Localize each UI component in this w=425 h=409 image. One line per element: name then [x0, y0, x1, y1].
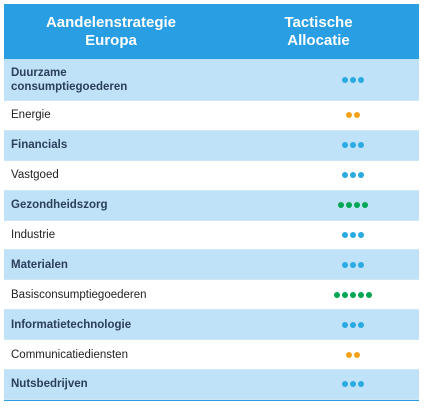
allocation-dot-green — [338, 202, 344, 209]
sector-label-line1: Materialen — [11, 258, 68, 271]
sector-label-line1: Energie — [11, 109, 51, 122]
table-row: Materialen — [4, 250, 419, 281]
sector-label-line1: Industrie — [11, 229, 56, 241]
allocation-dots — [259, 202, 419, 209]
allocation-dot-blue — [358, 172, 364, 179]
allocation-dot-green — [358, 291, 364, 298]
allocation-dot-blue — [342, 321, 348, 328]
allocation-dots — [259, 381, 419, 388]
allocation-dot-blue — [342, 261, 348, 268]
sector-label-line1: Gezondheidszorg — [11, 199, 108, 212]
allocation-dots — [259, 291, 419, 298]
allocation-dot-green — [346, 202, 352, 209]
table-row: Industrie — [4, 220, 419, 251]
sector-label-line1: Nutsbedrijven — [11, 378, 88, 391]
sector-label: Financials — [4, 138, 259, 152]
allocation-dot-blue — [358, 381, 364, 388]
header-strategy-line1: Aandelenstrategie — [45, 13, 177, 31]
allocation-dot-blue — [350, 172, 356, 179]
allocation-dot-blue — [358, 76, 364, 83]
allocation-dot-orange — [346, 112, 352, 119]
allocation-table: Aandelenstrategie Europa Tactische Alloc… — [4, 4, 419, 401]
table-row: Vastgoed — [4, 160, 419, 191]
sector-label-line1: Vastgoed — [11, 169, 59, 182]
sector-label: Materialen — [4, 258, 259, 272]
table-row: Gezondheidszorg — [4, 190, 419, 221]
table-row: Financials — [4, 130, 419, 161]
allocation-dots — [259, 351, 419, 358]
table-body: Duurzame consumptiegoederen Energie Financi… — [4, 59, 419, 400]
table-row: Informatietechnologie — [4, 310, 419, 341]
allocation-dot-blue — [358, 261, 364, 268]
allocation-dot-blue — [350, 76, 356, 83]
allocation-dots — [259, 232, 419, 238]
allocation-dots — [259, 112, 419, 119]
sector-label-line1: Duurzame — [11, 66, 67, 79]
table-row: Energie — [4, 101, 419, 131]
sector-label-line1: Basisconsumptiegoederen — [11, 288, 147, 301]
table-header: Aandelenstrategie Europa Tactische Alloc… — [4, 4, 419, 59]
sector-label: Vastgoed — [4, 168, 259, 182]
allocation-dot-blue — [358, 321, 364, 328]
allocation-dot-blue — [350, 321, 356, 328]
allocation-dots — [259, 261, 419, 268]
allocation-dot-orange — [346, 351, 352, 358]
sector-label: Basisconsumptiegoederen — [4, 288, 259, 302]
allocation-dot-green — [342, 291, 348, 298]
sector-label-line1: Communicatiediensten — [11, 348, 128, 361]
sector-label: Industrie — [4, 228, 259, 242]
table-row: Nutsbedrijven — [4, 370, 419, 400]
table-row: Basisconsumptiegoederen — [4, 280, 419, 311]
allocation-dot-blue — [342, 381, 348, 388]
allocation-dot-green — [350, 291, 356, 298]
allocation-dots — [259, 142, 419, 149]
allocation-dot-blue — [358, 142, 364, 149]
allocation-dot-blue — [350, 232, 356, 238]
table-row: Communicatiediensten — [4, 340, 419, 371]
allocation-dot-blue — [350, 261, 356, 268]
allocation-dot-orange — [354, 112, 360, 119]
header-strategy: Aandelenstrategie Europa — [4, 14, 216, 50]
allocation-dot-blue — [342, 232, 348, 238]
sector-label-line2: consumptiegoederen — [11, 80, 128, 93]
sector-label-line1: Informatietechnologie — [11, 318, 132, 331]
sector-label: Duurzame consumptiegoederen — [4, 66, 259, 94]
allocation-dot-green — [354, 202, 360, 209]
sector-label: Informatietechnologie — [4, 318, 259, 332]
sector-label: Gezondheidszorg — [4, 198, 259, 212]
allocation-dots — [259, 321, 419, 328]
allocation-dots — [259, 172, 419, 179]
allocation-dot-blue — [342, 76, 348, 83]
sector-label: Nutsbedrijven — [4, 377, 259, 391]
allocation-dots — [259, 76, 419, 83]
header-allocation-line1: Tactische — [284, 13, 353, 31]
allocation-dot-green — [366, 291, 372, 298]
header-allocation-line2: Allocatie — [287, 31, 350, 49]
allocation-dot-blue — [350, 142, 356, 149]
allocation-dot-green — [362, 202, 368, 209]
sector-label: Energie — [4, 108, 259, 122]
header-allocation: Tactische Allocatie — [216, 14, 419, 50]
sector-label-line1: Financials — [11, 139, 68, 152]
sector-label: Communicatiediensten — [4, 348, 259, 362]
header-strategy-line2: Europa — [85, 31, 137, 49]
table-bottom-border — [4, 399, 419, 401]
allocation-dot-blue — [358, 232, 364, 238]
allocation-dot-green — [334, 291, 340, 298]
allocation-dot-blue — [350, 381, 356, 388]
table-row: Duurzame consumptiegoederen — [4, 59, 419, 101]
allocation-dot-blue — [342, 142, 348, 149]
allocation-dot-orange — [354, 351, 360, 358]
allocation-dot-blue — [342, 172, 348, 179]
